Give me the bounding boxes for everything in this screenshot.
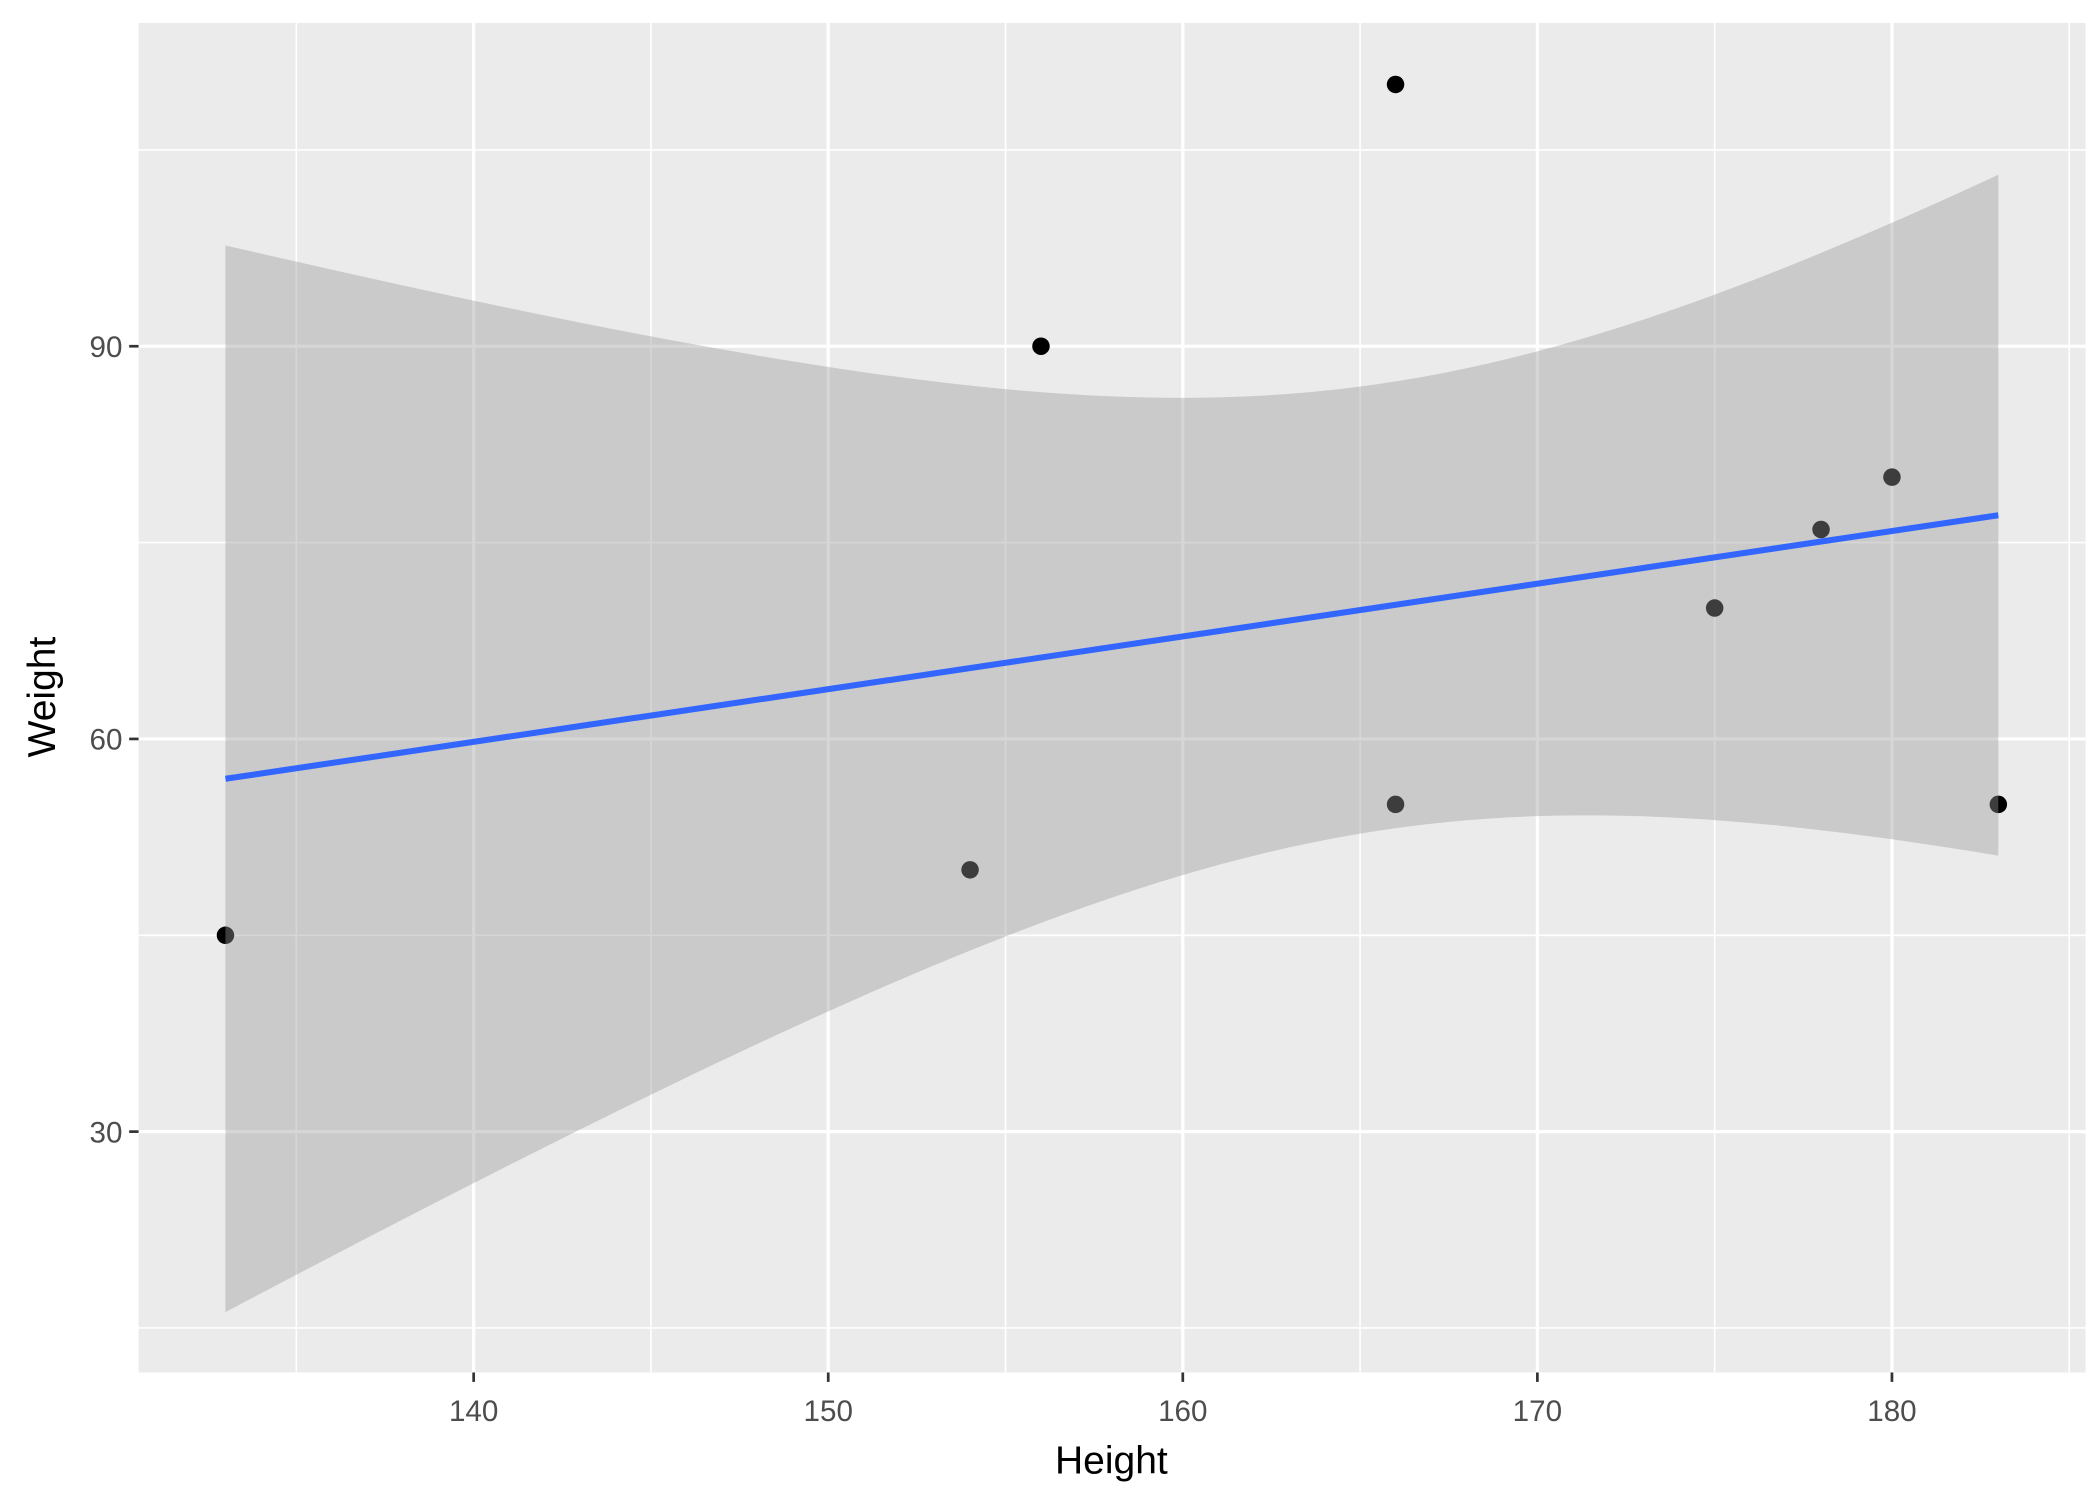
data-point xyxy=(1883,468,1901,486)
data-point xyxy=(961,861,979,879)
data-point xyxy=(1386,795,1405,814)
data-point xyxy=(1812,520,1830,539)
regression-line xyxy=(225,512,1999,782)
data-point xyxy=(1032,337,1050,355)
gridlines xyxy=(138,22,2086,1373)
axis-ticks xyxy=(129,344,1894,1382)
y-axis-title: Weight xyxy=(21,637,64,758)
y-tick-label: 30 xyxy=(90,1116,123,1149)
x-tick-labels: 140 150 160 170 180 xyxy=(449,1395,1917,1428)
data-point xyxy=(1705,599,1724,617)
data-point xyxy=(1386,75,1405,94)
data-point xyxy=(1989,795,2008,814)
y-tick-labels: 30 60 90 xyxy=(90,331,123,1149)
confidence-band xyxy=(225,174,1999,1313)
data-point xyxy=(216,926,235,945)
plot-panel xyxy=(138,22,2086,1373)
x-tick-label: 180 xyxy=(1867,1395,1916,1428)
x-tick-label: 170 xyxy=(1513,1395,1562,1428)
x-tick-label: 160 xyxy=(1158,1395,1207,1428)
data-points xyxy=(216,75,2008,945)
x-axis-title: Height xyxy=(1055,1439,1168,1482)
x-tick-label: 140 xyxy=(449,1395,498,1428)
y-tick-label: 90 xyxy=(90,331,123,364)
y-tick-label: 60 xyxy=(90,724,123,757)
x-tick-label: 150 xyxy=(804,1395,853,1428)
